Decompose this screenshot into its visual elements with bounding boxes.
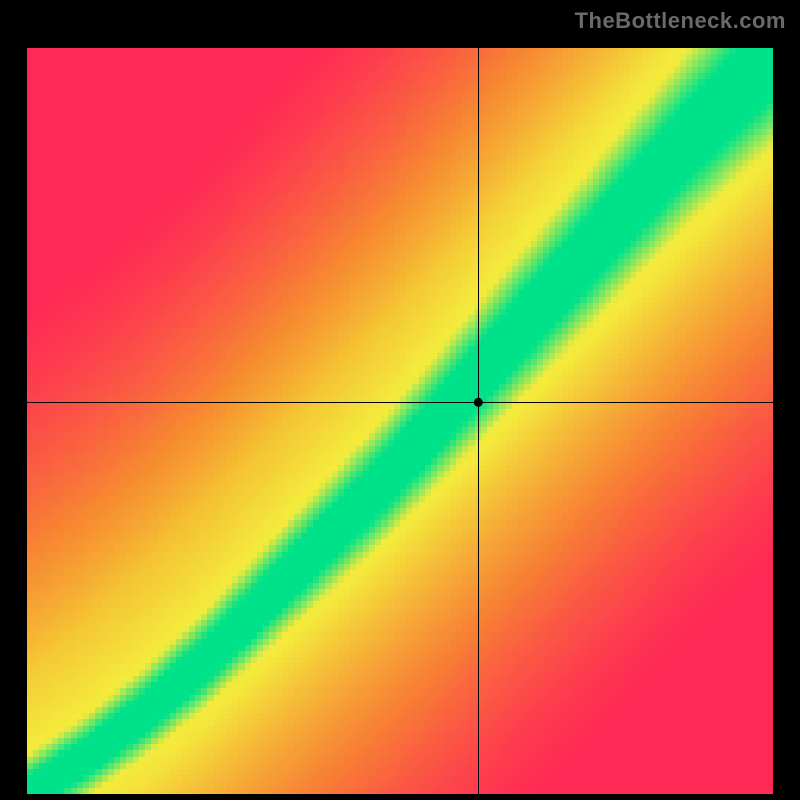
watermark-text: TheBottleneck.com bbox=[575, 8, 786, 34]
bottleneck-heatmap bbox=[27, 48, 773, 794]
chart-container: TheBottleneck.com bbox=[0, 0, 800, 800]
